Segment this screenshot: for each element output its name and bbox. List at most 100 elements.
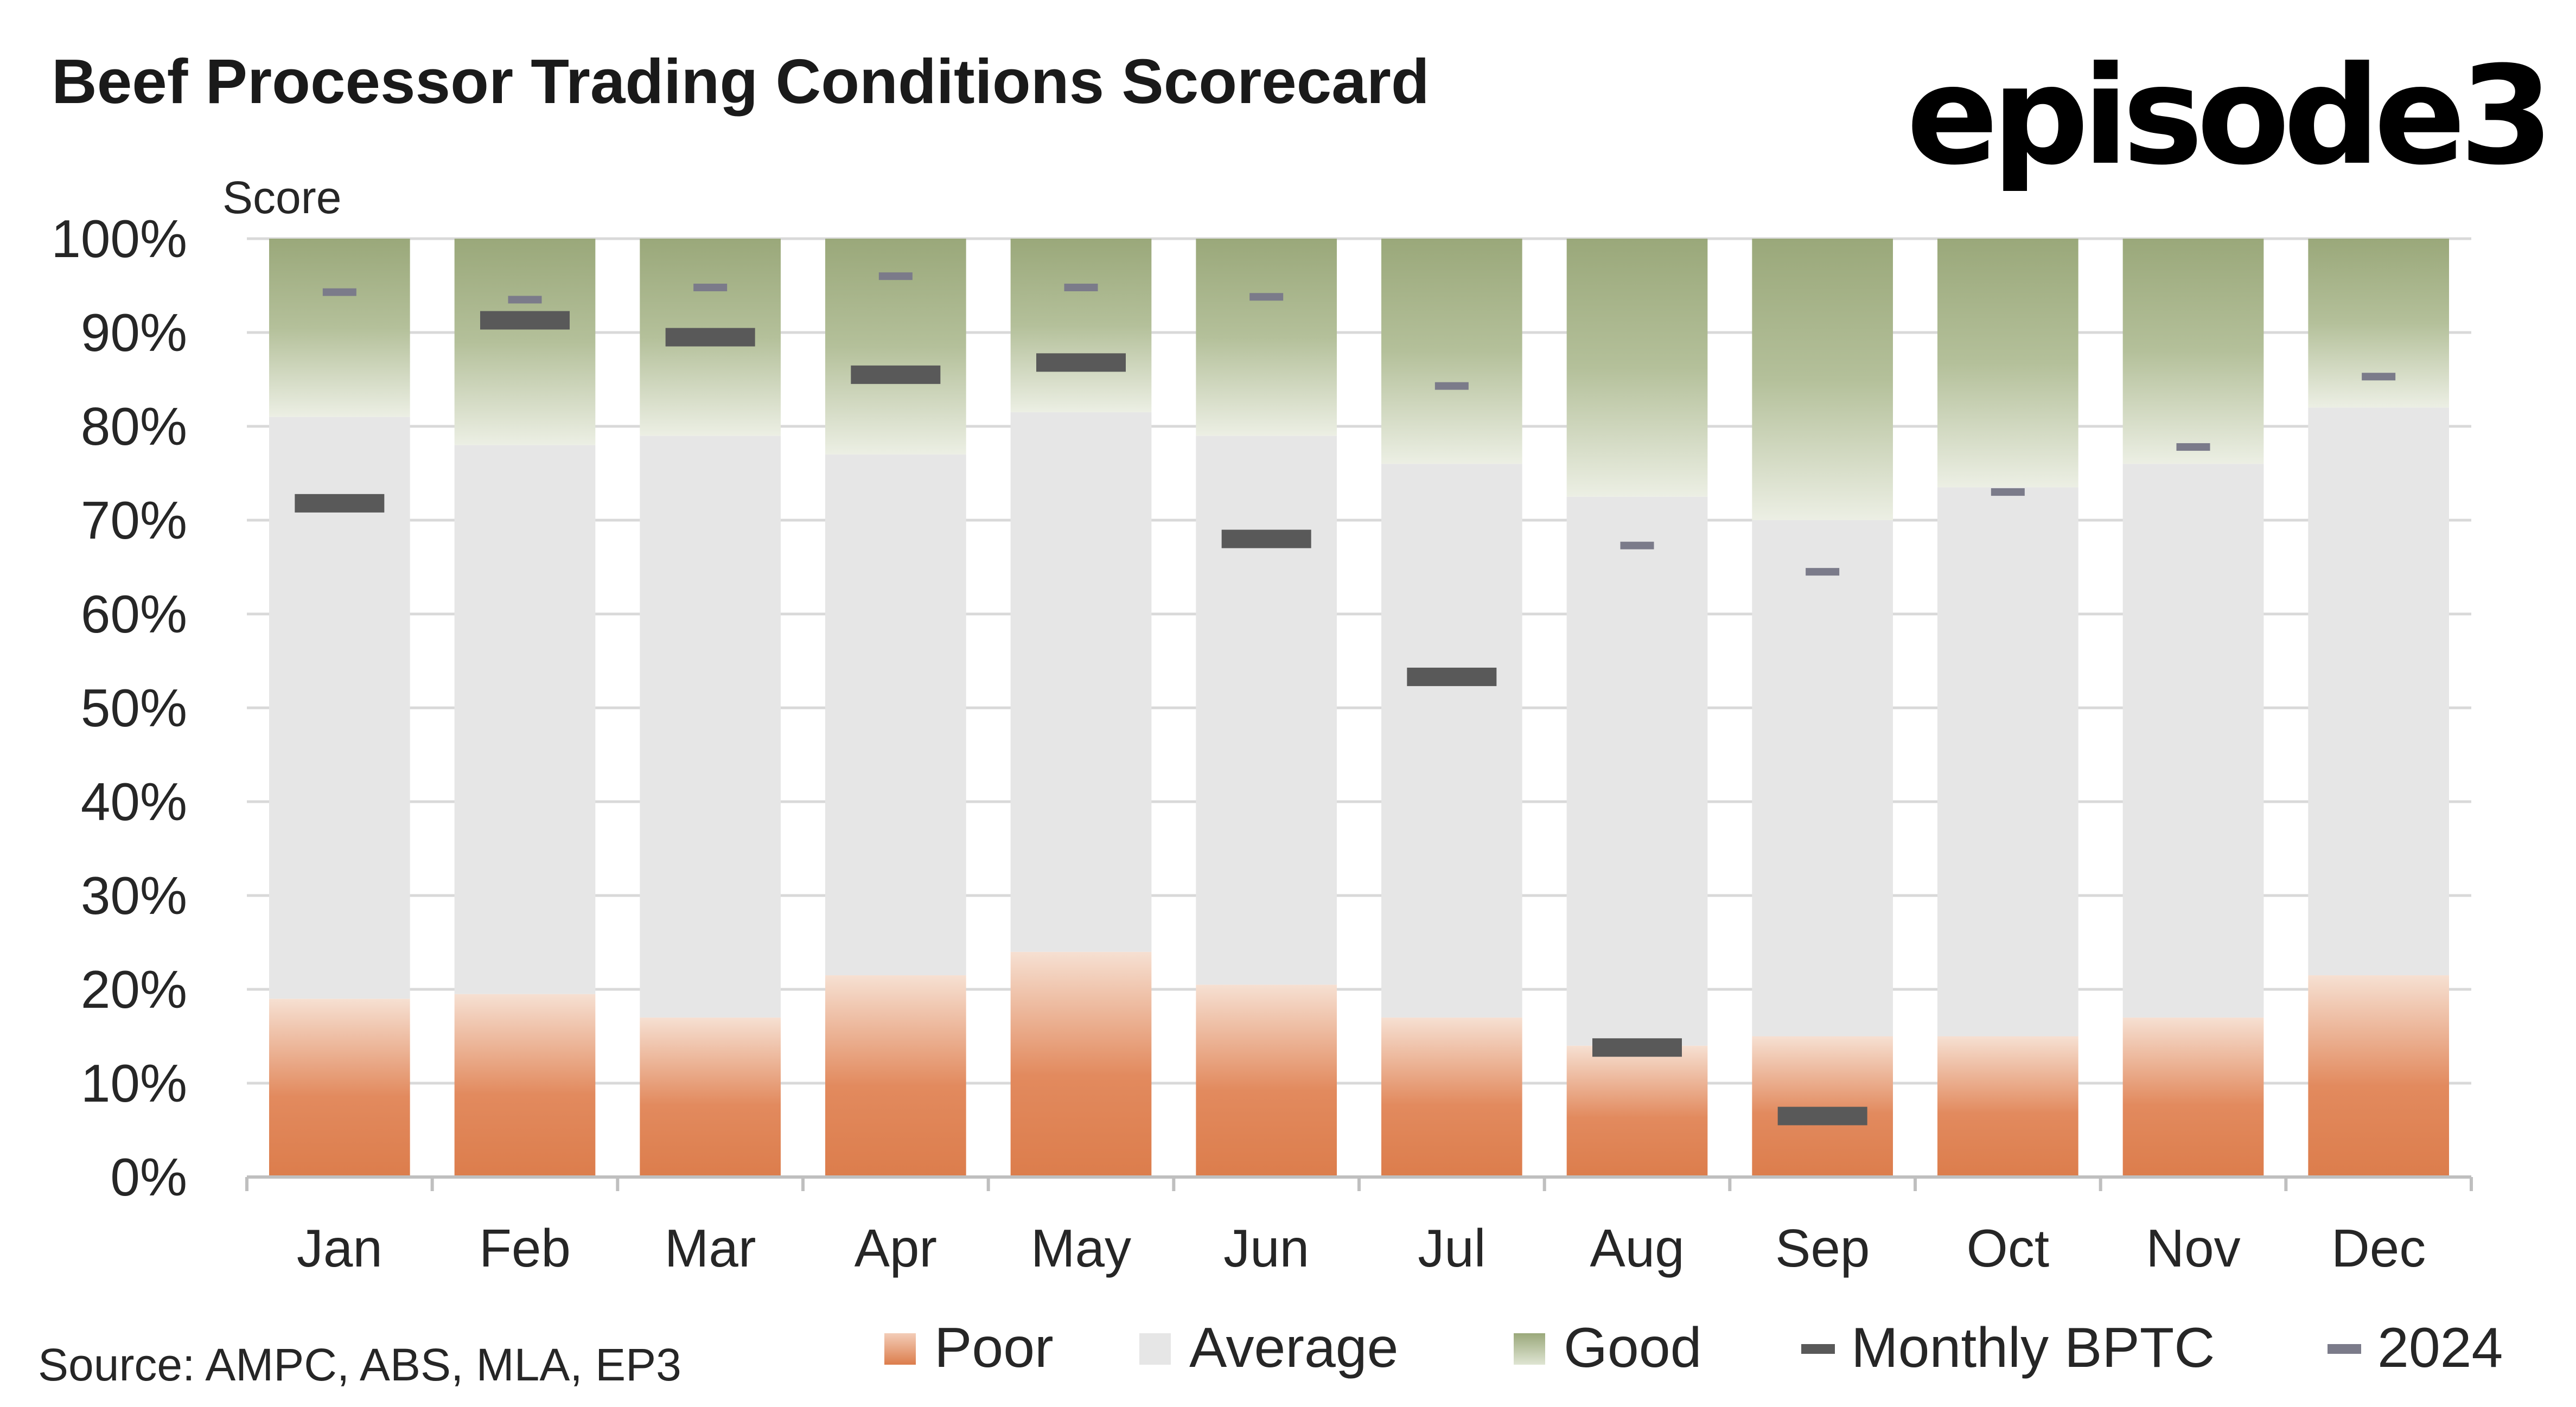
bar-average-aug [1566, 496, 1708, 1046]
marker-2024-may [1064, 283, 1098, 291]
bar-good-jul [1381, 239, 1522, 464]
bar-average-jul [1381, 464, 1522, 1018]
bar-good-nov [2122, 239, 2264, 464]
bar-average-nov [2122, 464, 2264, 1018]
x-tick-label-oct: Oct [1967, 1218, 2049, 1278]
legend-swatch-monthly-bptc [1801, 1344, 1835, 1354]
y-tick-label: 20% [81, 960, 187, 1019]
bars [269, 239, 2449, 1177]
legend-label-2024: 2024 [2377, 1316, 2503, 1379]
y-tick-label: 70% [81, 490, 187, 550]
bar-poor-feb [454, 994, 596, 1177]
markers [295, 272, 2396, 1125]
bar-average-sep [1752, 520, 1893, 1037]
bar-good-jan [269, 239, 410, 417]
source-note: Source: AMPC, ABS, MLA, EP3 [38, 1339, 681, 1390]
marker-monthly-bptc-aug [1592, 1038, 1682, 1057]
marker-2024-jun [1249, 293, 1284, 301]
bar-good-aug [1566, 239, 1708, 497]
y-tick-label: 40% [81, 772, 187, 832]
bar-poor-nov [2122, 1017, 2264, 1177]
bar-poor-dec [2308, 975, 2449, 1177]
x-tick-label-jan: Jan [297, 1218, 382, 1278]
marker-monthly-bptc-apr [851, 365, 941, 384]
y-tick-label: 90% [81, 303, 187, 362]
marker-monthly-bptc-jan [295, 494, 385, 513]
bar-good-sep [1752, 239, 1893, 520]
bar-poor-aug [1566, 1045, 1708, 1177]
marker-monthly-bptc-feb [480, 311, 570, 330]
x-tick-label-may: May [1031, 1218, 1131, 1278]
bar-average-feb [454, 445, 596, 994]
marker-2024-jan [322, 288, 356, 296]
bar-good-feb [454, 239, 596, 445]
bar-good-apr [825, 239, 966, 455]
y-tick-label: 0% [110, 1147, 187, 1207]
bar-average-oct [1937, 487, 2078, 1037]
bar-poor-jan [269, 999, 410, 1177]
marker-monthly-bptc-jul [1407, 667, 1497, 686]
x-tick-label-jun: Jun [1223, 1218, 1309, 1278]
bar-poor-jul [1381, 1017, 1522, 1177]
bar-good-oct [1937, 239, 2078, 488]
y-tick-label: 60% [81, 584, 187, 644]
y-tick-label: 80% [81, 396, 187, 456]
brand-logo: episode3 [1907, 37, 2547, 195]
marker-2024-mar [693, 283, 728, 291]
x-tick-label-aug: Aug [1590, 1218, 1684, 1278]
legend-swatch-good [1514, 1333, 1545, 1365]
marker-2024-oct [1991, 488, 2025, 496]
legend-swatch-2024 [2328, 1344, 2361, 1354]
bar-average-jan [269, 417, 410, 999]
legend-label-monthly-bptc: Monthly BPTC [1851, 1316, 2215, 1379]
legend: Poor Average Good Monthly BPTC 2024 [884, 1316, 2503, 1379]
x-tick-label-sep: Sep [1775, 1218, 1870, 1278]
bar-average-mar [640, 436, 781, 1018]
y-tick-label: 100% [51, 209, 187, 268]
marker-monthly-bptc-mar [665, 328, 755, 347]
x-tick-label-apr: Apr [855, 1218, 938, 1278]
x-tick-label-dec: Dec [2331, 1218, 2426, 1278]
y-tick-label: 10% [81, 1053, 187, 1113]
marker-2024-aug [1620, 541, 1654, 549]
marker-monthly-bptc-jun [1221, 529, 1311, 548]
bar-poor-apr [825, 975, 966, 1177]
marker-2024-dec [2362, 373, 2396, 381]
marker-2024-sep [1806, 568, 1840, 576]
gridlines [247, 237, 2471, 1179]
bar-average-may [1010, 412, 1152, 952]
bar-poor-sep [1752, 1036, 1893, 1177]
marker-2024-nov [2176, 443, 2210, 451]
marker-monthly-bptc-sep [1777, 1107, 1867, 1125]
chart-title: Beef Processor Trading Conditions Scorec… [52, 46, 1430, 117]
y-tick-labels: 0% 10% 20% 30% 40% 50% 60% 70% 80% 90% 100% [51, 209, 187, 1207]
bar-poor-jun [1196, 984, 1337, 1177]
bar-good-dec [2308, 239, 2449, 408]
legend-swatch-average [1139, 1333, 1171, 1365]
x-tick-labels: Jan Feb Mar Apr May Jun Jul Aug Sep Oct Nov Dec [297, 1218, 2426, 1278]
bar-good-may [1010, 239, 1152, 413]
x-tick-label-feb: Feb [479, 1218, 571, 1278]
legend-label-good: Good [1564, 1316, 1701, 1379]
y-tick-label: 30% [81, 866, 187, 925]
x-tick-label-jul: Jul [1418, 1218, 1485, 1278]
bar-poor-may [1010, 951, 1152, 1177]
bar-average-jun [1196, 436, 1337, 985]
marker-2024-apr [878, 272, 913, 280]
legend-label-average: Average [1189, 1316, 1398, 1379]
marker-2024-feb [508, 296, 542, 304]
bar-good-jun [1196, 239, 1337, 436]
marker-2024-jul [1434, 382, 1469, 390]
marker-monthly-bptc-may [1036, 353, 1126, 372]
bar-average-dec [2308, 407, 2449, 976]
y-axis-title: Score [222, 172, 341, 223]
legend-swatch-poor [884, 1333, 916, 1365]
bar-poor-oct [1937, 1036, 2078, 1177]
bar-poor-mar [640, 1017, 781, 1177]
axes [245, 1175, 2473, 1191]
x-tick-label-mar: Mar [665, 1218, 756, 1278]
legend-label-poor: Poor [934, 1316, 1054, 1379]
y-tick-label: 50% [81, 678, 187, 738]
x-tick-label-nov: Nov [2146, 1218, 2240, 1278]
